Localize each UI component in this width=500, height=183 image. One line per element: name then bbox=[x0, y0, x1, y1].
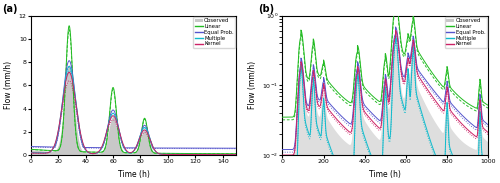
X-axis label: Time (h): Time (h) bbox=[370, 170, 401, 179]
Text: (b): (b) bbox=[258, 4, 274, 14]
Legend: Observed, Linear, Equal Prob., Multiple, Kernel: Observed, Linear, Equal Prob., Multiple,… bbox=[193, 17, 236, 48]
Legend: Observed, Linear, Equal Prob., Multiple, Kernel: Observed, Linear, Equal Prob., Multiple,… bbox=[444, 17, 487, 48]
Y-axis label: Flow (mm/h): Flow (mm/h) bbox=[248, 61, 256, 109]
X-axis label: Time (h): Time (h) bbox=[118, 170, 150, 179]
Text: (a): (a) bbox=[2, 4, 18, 14]
Y-axis label: Flow (mm/h): Flow (mm/h) bbox=[4, 61, 13, 109]
